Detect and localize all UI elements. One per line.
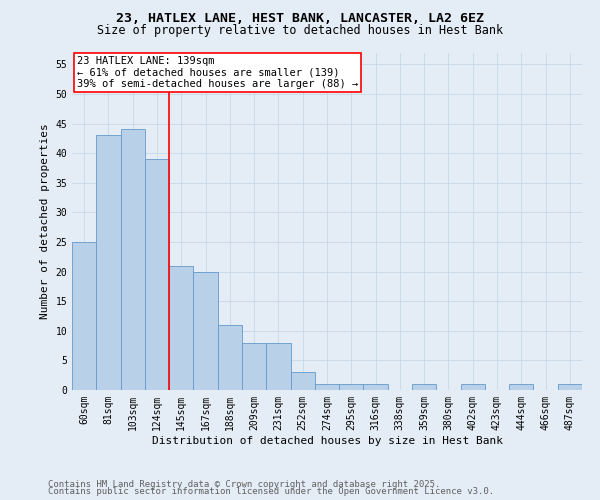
- Bar: [72, 242, 96, 390]
- Text: Contains HM Land Registry data © Crown copyright and database right 2025.: Contains HM Land Registry data © Crown c…: [48, 480, 440, 489]
- Text: 23, HATLEX LANE, HEST BANK, LANCASTER, LA2 6EZ: 23, HATLEX LANE, HEST BANK, LANCASTER, L…: [116, 12, 484, 26]
- Bar: [121, 130, 145, 390]
- Bar: [218, 325, 242, 390]
- Bar: [242, 342, 266, 390]
- Bar: [461, 384, 485, 390]
- Text: Contains public sector information licensed under the Open Government Licence v3: Contains public sector information licen…: [48, 488, 494, 496]
- Bar: [412, 384, 436, 390]
- Bar: [290, 372, 315, 390]
- Bar: [145, 159, 169, 390]
- Bar: [315, 384, 339, 390]
- Bar: [193, 272, 218, 390]
- Bar: [558, 384, 582, 390]
- X-axis label: Distribution of detached houses by size in Hest Bank: Distribution of detached houses by size …: [151, 436, 503, 446]
- Text: Size of property relative to detached houses in Hest Bank: Size of property relative to detached ho…: [97, 24, 503, 37]
- Bar: [266, 342, 290, 390]
- Bar: [96, 136, 121, 390]
- Bar: [339, 384, 364, 390]
- Bar: [169, 266, 193, 390]
- Text: 23 HATLEX LANE: 139sqm
← 61% of detached houses are smaller (139)
39% of semi-de: 23 HATLEX LANE: 139sqm ← 61% of detached…: [77, 56, 358, 89]
- Bar: [509, 384, 533, 390]
- Y-axis label: Number of detached properties: Number of detached properties: [40, 124, 50, 319]
- Bar: [364, 384, 388, 390]
